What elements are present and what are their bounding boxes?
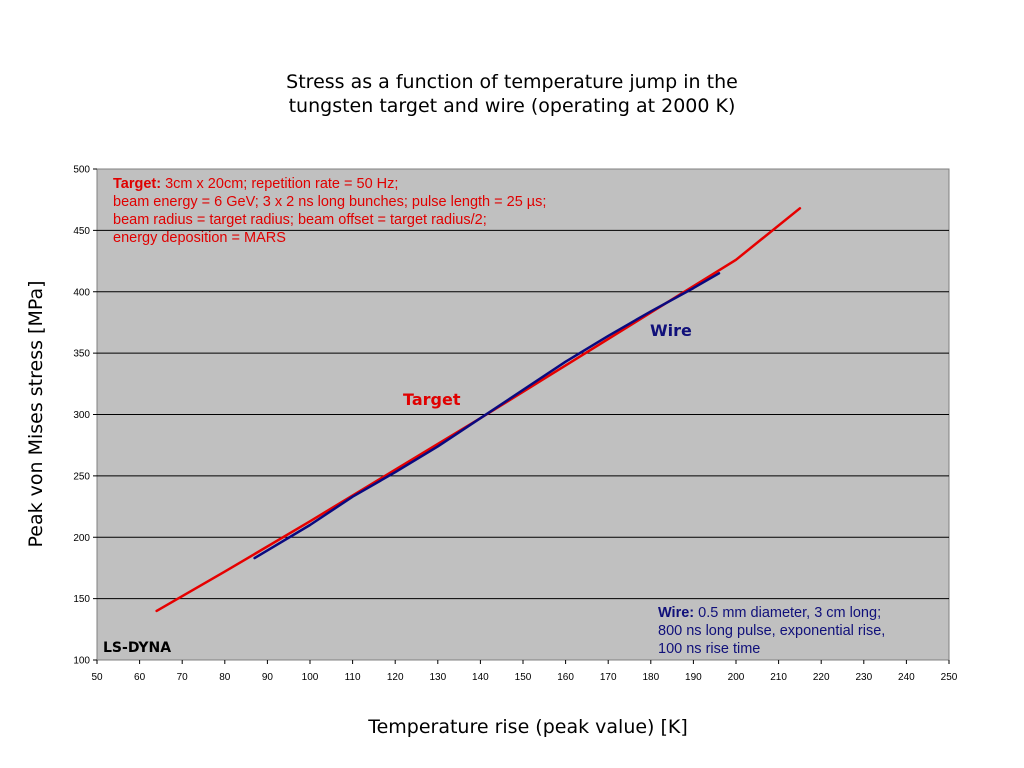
target-annotation-heading: Target: [113, 176, 162, 192]
x-axis-ticks: 50 60 70 80 90 100 110 120 130 140 150 160 170 180 190… [91, 660, 958, 683]
x-tick-label: 240 [898, 672, 915, 683]
y-tick-label: 300 [73, 410, 90, 421]
y-tick-label: 350 [73, 349, 90, 360]
target-annotation: Target: 3cm x 20cm; repetition rate = 50… [113, 175, 546, 247]
x-tick-label: 170 [600, 672, 617, 683]
gridlines [97, 229, 949, 600]
x-tick-label: 100 [302, 672, 319, 683]
series-lines [155, 207, 802, 613]
chart-title-line-1: Stress as a function of temperature jump… [286, 71, 738, 93]
software-label: LS-DYNA [103, 640, 172, 656]
x-tick-label: 130 [429, 672, 446, 683]
wire-annotation-line-1: 0.5 mm diameter, 3 cm long; [698, 605, 882, 621]
x-tick-label: 120 [387, 672, 404, 683]
y-axis-ticks: 100 150 200 250 300 350 400 450 500 [73, 165, 97, 667]
wire-annotation-line-2: 800 ns long pulse, exponential rise, [658, 623, 886, 639]
target-annotation-line-2: beam energy = 6 GeV; 3 x 2 ns long bunch… [113, 194, 547, 210]
x-tick-label: 140 [472, 672, 489, 683]
target-annotation-line-4: energy deposition = MARS [113, 230, 286, 246]
series-label-target: Target [403, 390, 461, 409]
y-tick-label: 450 [73, 226, 90, 237]
x-tick-label: 80 [219, 672, 231, 683]
chart-title: Stress as a function of temperature jump… [0, 70, 1024, 118]
y-axis-label: Peak von Mises stress [MPa] [25, 280, 47, 547]
y-tick-label: 200 [73, 533, 90, 544]
x-tick-label: 160 [557, 672, 574, 683]
chart-title-line-2: tungsten target and wire (operating at 2… [288, 95, 736, 117]
target-annotation-line-1: 3cm x 20cm; repetition rate = 50 Hz; [165, 176, 399, 192]
series-label-wire: Wire [650, 321, 692, 340]
y-tick-label: 100 [73, 656, 90, 667]
wire-annotation-heading: Wire: [658, 605, 695, 621]
x-tick-label: 180 [642, 672, 659, 683]
x-tick-label: 230 [855, 672, 872, 683]
wire-annotation: Wire: 0.5 mm diameter, 3 cm long; 800 ns… [658, 604, 885, 658]
x-tick-label: 110 [345, 672, 361, 683]
x-tick-label: 210 [770, 672, 787, 683]
wire-annotation-line-3: 100 ns rise time [658, 641, 761, 657]
x-tick-label: 60 [134, 672, 146, 683]
series-line-wire [253, 272, 721, 560]
x-tick-label: 220 [813, 672, 830, 683]
x-tick-label: 250 [941, 672, 958, 683]
y-tick-label: 250 [73, 471, 90, 482]
x-tick-label: 150 [515, 672, 532, 683]
y-tick-label: 150 [73, 594, 90, 605]
y-tick-label: 500 [73, 165, 90, 176]
target-annotation-line-3: beam radius = target radius; beam offset… [113, 212, 487, 228]
y-tick-label: 400 [73, 287, 90, 298]
x-tick-label: 190 [685, 672, 702, 683]
x-tick-label: 50 [91, 672, 103, 683]
x-axis-label: Temperature rise (peak value) [K] [367, 716, 688, 738]
x-tick-label: 90 [262, 672, 274, 683]
x-tick-label: 200 [728, 672, 745, 683]
x-tick-label: 70 [177, 672, 189, 683]
